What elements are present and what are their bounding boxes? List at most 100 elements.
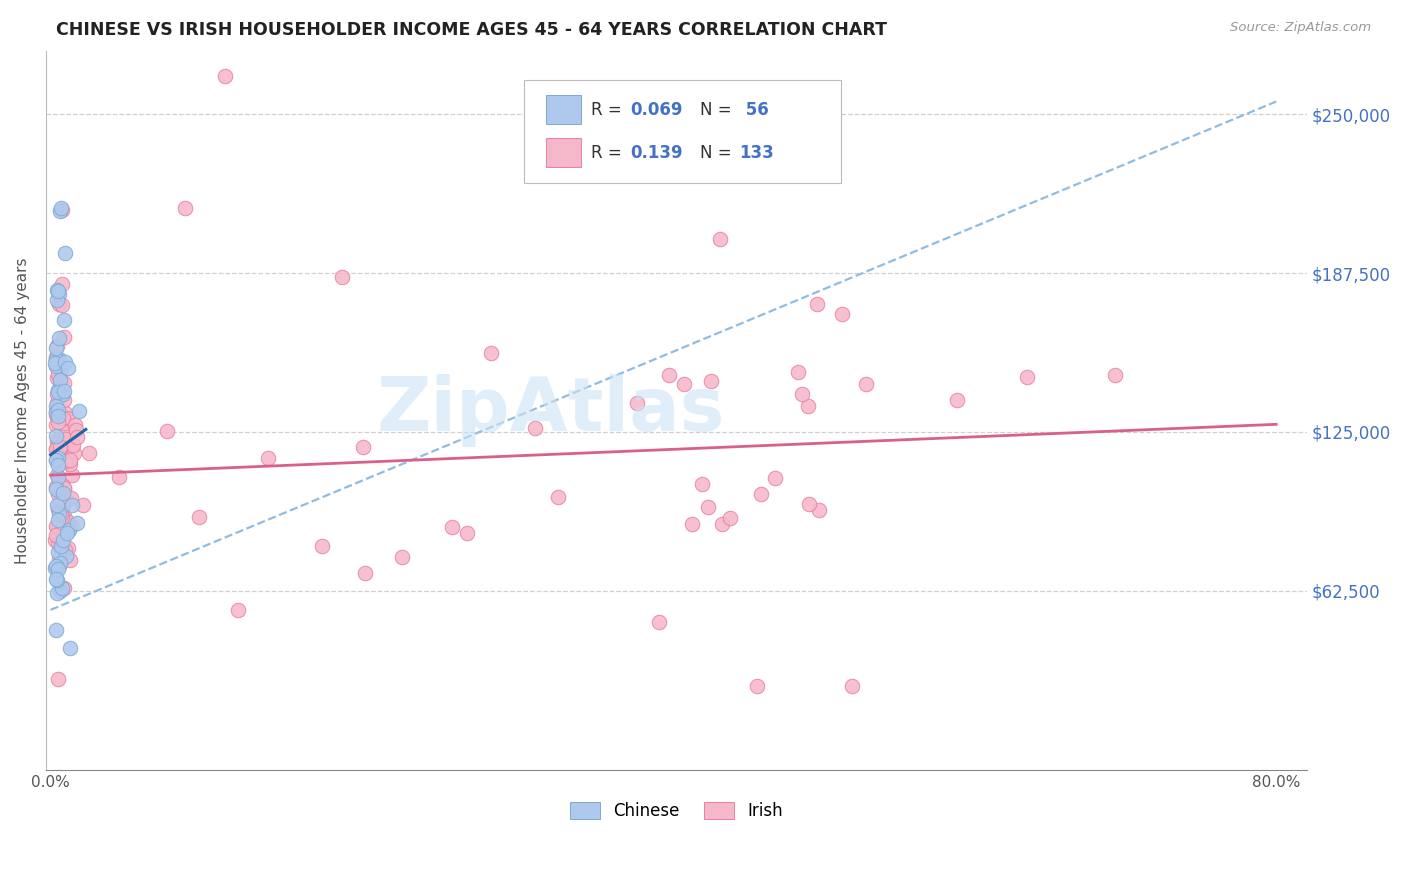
Point (749, 487, 772, 501)
Point (58, 541, 80, 555)
Point (46, 501, 69, 516)
Point (45, 405, 67, 419)
Point (46, 585, 69, 599)
Point (63, 445, 86, 459)
Point (46, 519, 69, 533)
Point (45, 483, 67, 497)
Point (45, 359, 67, 373)
Point (46, 501, 69, 516)
Point (46, 285, 69, 299)
Text: Source: ZipAtlas.com: Source: ZipAtlas.com (1230, 21, 1371, 34)
Point (547, 490, 569, 504)
Point (52, 486, 75, 500)
Point (45, 480, 67, 494)
Point (52, 582, 75, 596)
Point (72, 498, 94, 512)
Text: R =: R = (591, 144, 627, 161)
Point (718, 511, 741, 525)
Text: N =: N = (700, 101, 737, 119)
Point (52, 483, 75, 497)
Point (45, 350, 67, 364)
Point (49, 542, 72, 557)
Point (55, 410, 77, 425)
Point (174, 201, 197, 215)
Point (45, 405, 67, 419)
Point (697, 500, 720, 514)
Point (46, 433, 69, 447)
Point (440, 520, 463, 534)
Point (44, 356, 66, 370)
Point (51, 539, 73, 553)
Point (214, 69, 236, 83)
Point (51, 277, 73, 292)
Point (226, 603, 249, 617)
Y-axis label: Householder Income Ages 45 - 64 years: Householder Income Ages 45 - 64 years (15, 257, 30, 564)
Point (45, 453, 67, 467)
Point (108, 470, 131, 484)
Text: N =: N = (700, 144, 737, 161)
Point (49, 534, 72, 549)
Point (53, 509, 76, 524)
Point (45, 572, 67, 586)
Point (46, 383, 69, 397)
Point (658, 368, 681, 382)
Point (45, 396, 67, 410)
Point (55, 492, 77, 507)
Point (53, 246, 76, 260)
Point (66, 430, 89, 444)
Point (45, 418, 67, 433)
Point (46, 484, 69, 499)
Point (46, 440, 69, 454)
Point (53, 516, 76, 531)
Point (46, 448, 69, 462)
Point (797, 399, 820, 413)
Text: 133: 133 (740, 144, 775, 161)
Point (188, 510, 211, 524)
Point (48, 500, 70, 514)
Point (52, 411, 75, 425)
Point (45, 518, 67, 533)
Point (44, 561, 66, 575)
Point (49, 360, 72, 375)
Point (46, 367, 69, 381)
Point (45, 293, 67, 307)
Point (49, 583, 72, 598)
Point (51, 510, 73, 524)
Point (53, 454, 76, 468)
Point (55, 436, 77, 450)
Point (46, 499, 69, 513)
Point (58, 361, 80, 376)
Point (59, 519, 82, 533)
Point (53, 384, 76, 398)
Point (1104, 368, 1126, 383)
Point (65, 423, 87, 437)
Point (45, 283, 67, 297)
Point (51, 499, 73, 513)
Point (45, 408, 67, 422)
Point (52, 533, 75, 548)
Point (330, 269, 353, 284)
Point (53, 542, 76, 557)
Point (1015, 370, 1038, 384)
Text: CHINESE VS IRISH HOUSEHOLDER INCOME AGES 45 - 64 YEARS CORRELATION CHART: CHINESE VS IRISH HOUSEHOLDER INCOME AGES… (56, 21, 887, 38)
Point (787, 365, 810, 379)
Point (46, 445, 69, 459)
Point (48, 286, 70, 301)
Point (46, 544, 69, 558)
Point (648, 615, 671, 630)
Point (709, 232, 731, 246)
Legend: Chinese, Irish: Chinese, Irish (562, 795, 790, 826)
Point (681, 516, 703, 531)
Point (799, 497, 821, 511)
Text: 0.139: 0.139 (630, 144, 682, 161)
Point (59, 640, 82, 655)
Point (52, 387, 75, 401)
Point (946, 393, 969, 408)
Point (45, 339, 67, 353)
Point (53, 416, 76, 430)
Point (46, 415, 69, 429)
Point (456, 526, 478, 541)
Point (60, 468, 83, 483)
Point (479, 346, 502, 360)
Point (48, 352, 70, 367)
